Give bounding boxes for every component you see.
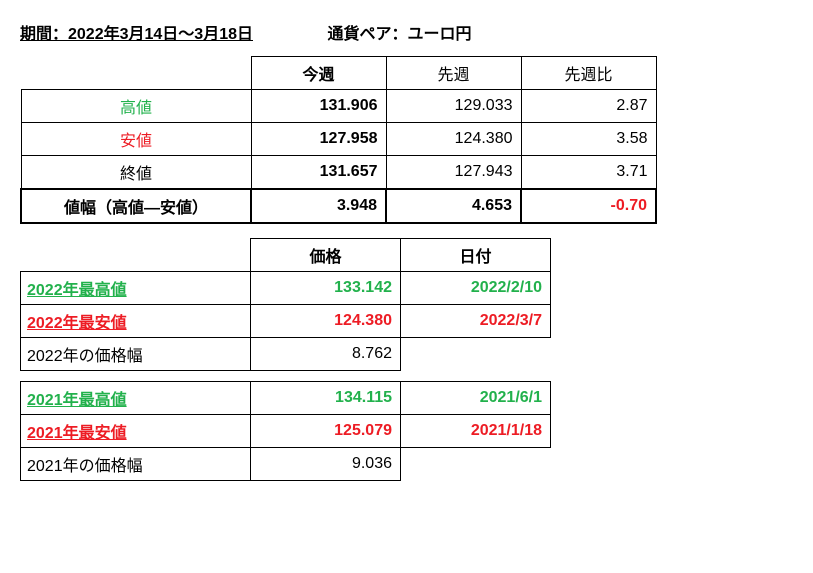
y2022-high-label: 2022年最高値 [21, 272, 251, 305]
y2021-low-date: 2021/1/18 [401, 415, 551, 448]
y2022-range-price: 8.762 [251, 338, 401, 371]
row-close: 終値 131.657 127.943 3.71 [21, 156, 656, 190]
blank-cell-3 [401, 338, 551, 371]
y2022-low-date: 2022/3/7 [401, 305, 551, 338]
col-last-week: 先週 [386, 57, 521, 90]
year-header-row: 価格 日付 [21, 239, 551, 272]
blank-cell [21, 57, 251, 90]
period-label: 期間：2022年3月14日～3月18日 [20, 20, 253, 44]
y2021-range-label: 2021年の価格幅 [21, 448, 251, 481]
weekly-table: 今週 先週 先週比 高値 131.906 129.033 2.87 安値 127… [20, 56, 657, 224]
high-diff: 2.87 [521, 90, 656, 123]
col-this-week: 今週 [251, 57, 386, 90]
y2021-high-price: 134.115 [251, 382, 401, 415]
high-label: 高値 [21, 90, 251, 123]
col-date: 日付 [401, 239, 551, 272]
range-diff: -0.70 [521, 189, 656, 223]
low-this-week: 127.958 [251, 123, 386, 156]
y2021-low-label: 2021年最安値 [21, 415, 251, 448]
currency-pair-label: 通貨ペア：ユーロ円 [327, 20, 471, 44]
weekly-header-row: 今週 先週 先週比 [21, 57, 656, 90]
y2021-range-price: 9.036 [251, 448, 401, 481]
blank-cell-4 [401, 448, 551, 481]
row-2022-range: 2022年の価格幅 8.762 [21, 338, 551, 371]
close-last-week: 127.943 [386, 156, 521, 190]
y2021-high-date: 2021/6/1 [401, 382, 551, 415]
y2022-high-price: 133.142 [251, 272, 401, 305]
year-2022-table: 価格 日付 2022年最高値 133.142 2022/2/10 2022年最安… [20, 238, 551, 371]
row-range: 値幅（高値―安値） 3.948 4.653 -0.70 [21, 189, 656, 223]
y2022-low-price: 124.380 [251, 305, 401, 338]
low-last-week: 124.380 [386, 123, 521, 156]
low-label: 安値 [21, 123, 251, 156]
col-diff: 先週比 [521, 57, 656, 90]
range-last-week: 4.653 [386, 189, 521, 223]
row-2021-low: 2021年最安値 125.079 2021/1/18 [21, 415, 551, 448]
row-2021-high: 2021年最高値 134.115 2021/6/1 [21, 382, 551, 415]
y2021-low-price: 125.079 [251, 415, 401, 448]
close-this-week: 131.657 [251, 156, 386, 190]
row-high: 高値 131.906 129.033 2.87 [21, 90, 656, 123]
report-header: 期間：2022年3月14日～3月18日 通貨ペア：ユーロ円 [20, 20, 793, 44]
y2022-range-label: 2022年の価格幅 [21, 338, 251, 371]
low-diff: 3.58 [521, 123, 656, 156]
y2022-low-label: 2022年最安値 [21, 305, 251, 338]
col-price: 価格 [251, 239, 401, 272]
range-label: 値幅（高値―安値） [21, 189, 251, 223]
row-2022-high: 2022年最高値 133.142 2022/2/10 [21, 272, 551, 305]
row-2022-low: 2022年最安値 124.380 2022/3/7 [21, 305, 551, 338]
row-low: 安値 127.958 124.380 3.58 [21, 123, 656, 156]
year-2021-table: 2021年最高値 134.115 2021/6/1 2021年最安値 125.0… [20, 381, 551, 481]
y2022-high-date: 2022/2/10 [401, 272, 551, 305]
row-2021-range: 2021年の価格幅 9.036 [21, 448, 551, 481]
high-this-week: 131.906 [251, 90, 386, 123]
blank-cell-2 [21, 239, 251, 272]
close-diff: 3.71 [521, 156, 656, 190]
y2021-high-label: 2021年最高値 [21, 382, 251, 415]
close-label: 終値 [21, 156, 251, 190]
high-last-week: 129.033 [386, 90, 521, 123]
range-this-week: 3.948 [251, 189, 386, 223]
